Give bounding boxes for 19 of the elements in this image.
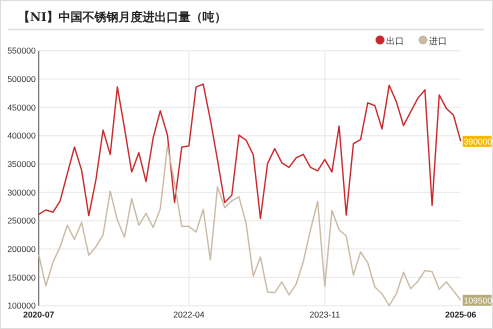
legend-label: 出口 (386, 36, 404, 46)
y-tick-label: 250000 (7, 216, 36, 226)
x-tick-label: 2023-11 (310, 310, 340, 320)
y-tick-label: 550000 (7, 46, 36, 56)
x-tick-label: 2025-06 (445, 310, 477, 320)
y-tick-label: 500000 (7, 74, 36, 84)
y-tick-label: 300000 (7, 187, 36, 198)
y-tick-label: 100000 (7, 300, 36, 311)
legend-label: 进口 (429, 36, 447, 46)
y-tick-label: 350000 (7, 159, 36, 170)
x-tick-label: 2020-07 (23, 310, 55, 320)
y-tick-label: 150000 (7, 272, 36, 282)
line-series (38, 145, 462, 306)
x-tick-label: 2022-04 (173, 310, 205, 320)
y-tick-label: 450000 (7, 102, 36, 112)
y-tick-label: 200000 (7, 244, 36, 254)
chart-title: 【NI】中国不锈钢月度进出口量（吨） (18, 10, 227, 24)
line-series (38, 83, 462, 220)
y-tick-label: 400000 (7, 130, 36, 141)
